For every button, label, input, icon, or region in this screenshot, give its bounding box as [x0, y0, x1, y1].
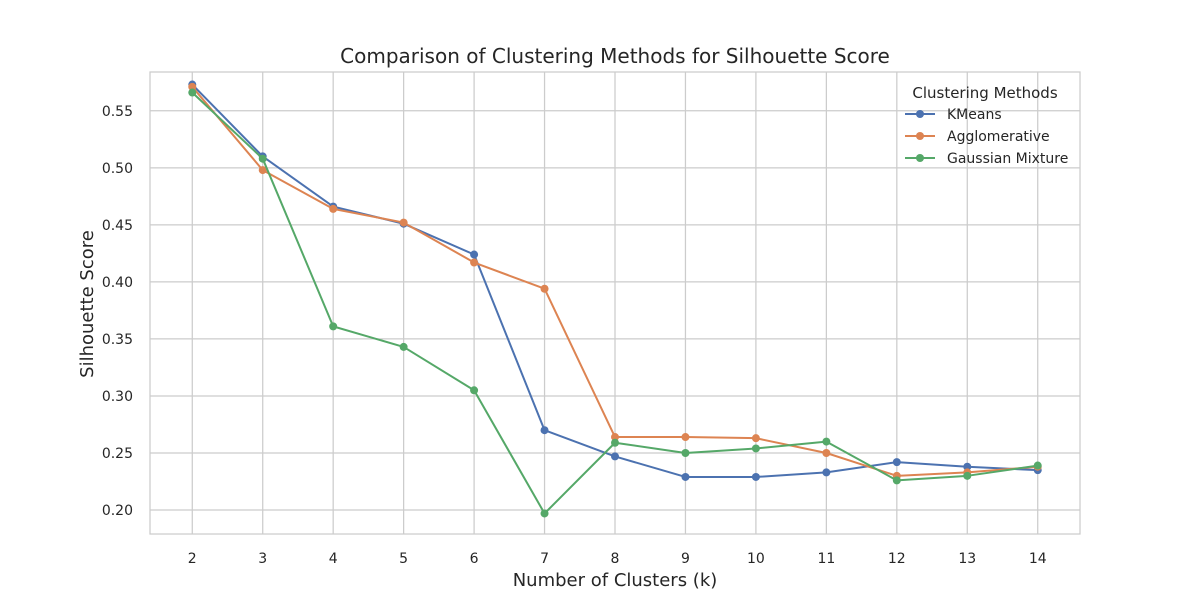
legend-title: Clustering Methods [912, 84, 1057, 102]
data-point [611, 433, 619, 442]
data-point [963, 462, 972, 471]
y-tick-label: 0.20 [102, 503, 133, 519]
x-tick-label: 2 [188, 551, 197, 567]
plot-area-frame [149, 71, 1081, 535]
data-point [681, 449, 690, 458]
data-point [540, 509, 549, 518]
data-point [751, 472, 760, 481]
data-point [399, 218, 408, 227]
data-point [681, 433, 690, 442]
legend-label: Gaussian Mixture [947, 151, 1068, 167]
y-tick-labels: 0.20 0.25 0.30 0.35 0.40 0.45 0.50 0.55 [102, 104, 133, 519]
legend-item: Agglomerative [905, 129, 1050, 145]
data-point [681, 472, 690, 481]
data-point [329, 322, 338, 331]
data-point [822, 468, 831, 477]
data-point [470, 250, 479, 259]
x-tick-label: 13 [958, 551, 976, 567]
data-point [892, 476, 901, 485]
data-point [258, 154, 267, 163]
data-point [329, 204, 338, 213]
legend-label: Agglomerative [947, 129, 1050, 145]
y-tick-label: 0.55 [102, 104, 133, 120]
x-tick-label: 10 [747, 551, 765, 567]
y-tick-label: 0.25 [102, 446, 133, 462]
data-point [470, 386, 479, 395]
legend-item: KMeans [905, 107, 1002, 123]
legend-marker [916, 110, 924, 118]
y-tick-label: 0.35 [102, 332, 133, 348]
data-point [892, 458, 901, 467]
x-tick-label: 4 [329, 551, 338, 567]
x-tick-label: 11 [817, 551, 835, 567]
legend-items: KMeans Agglomerative Gaussian Mixture [905, 107, 1068, 167]
chart-title: Comparison of Clustering Methods for Sil… [340, 44, 890, 68]
x-tick-label: 5 [399, 551, 408, 567]
data-point [399, 342, 408, 351]
data-point [611, 452, 619, 461]
data-point [188, 88, 197, 97]
data-point [188, 82, 197, 91]
data-point [963, 471, 972, 480]
x-tick-label: 14 [1029, 551, 1047, 567]
data-point [751, 444, 760, 453]
legend: Clustering Methods KMeans Agglomerative Ga… [905, 84, 1068, 167]
x-axis-label: Number of Clusters (k) [513, 570, 718, 591]
legend-marker [916, 132, 924, 140]
legend-item: Gaussian Mixture [905, 151, 1068, 167]
y-tick-label: 0.50 [102, 161, 133, 177]
data-point [822, 437, 831, 446]
data-point [470, 258, 479, 267]
data-point [611, 438, 619, 447]
y-axis-label: Silhouette Score [77, 230, 98, 378]
x-tick-label: 12 [888, 551, 906, 567]
grid [150, 72, 1080, 534]
x-tick-labels: 2 3 4 5 6 7 8 9 10 11 12 13 14 [188, 551, 1047, 567]
x-tick-label: 3 [258, 551, 267, 567]
series-gaussian-mixture [188, 88, 1042, 518]
y-tick-label: 0.45 [102, 218, 133, 234]
data-point [540, 284, 549, 293]
data-point [751, 434, 760, 443]
data-point [1033, 461, 1042, 470]
data-point [822, 449, 831, 458]
y-tick-label: 0.30 [102, 389, 133, 405]
series-layer [188, 80, 1042, 518]
x-tick-label: 8 [611, 551, 620, 567]
x-tick-label: 6 [470, 551, 479, 567]
legend-label: KMeans [947, 107, 1002, 123]
x-tick-label: 9 [681, 551, 690, 567]
y-tick-label: 0.40 [102, 275, 133, 291]
legend-marker [916, 154, 924, 162]
x-tick-label: 7 [540, 551, 549, 567]
data-point [258, 166, 267, 175]
data-point [540, 426, 549, 435]
